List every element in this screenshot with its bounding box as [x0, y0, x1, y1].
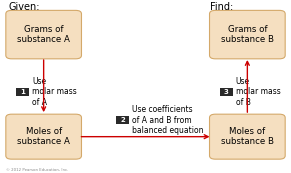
Text: 3: 3 — [224, 89, 229, 95]
FancyBboxPatch shape — [16, 88, 29, 96]
Text: Moles of
substance A: Moles of substance A — [17, 127, 70, 146]
Text: Use
molar mass
of B: Use molar mass of B — [236, 77, 281, 107]
FancyBboxPatch shape — [210, 114, 285, 159]
Text: Moles of
substance B: Moles of substance B — [221, 127, 274, 146]
FancyBboxPatch shape — [116, 116, 129, 124]
FancyBboxPatch shape — [210, 10, 285, 59]
Text: Use
molar mass
of A: Use molar mass of A — [32, 77, 77, 107]
Text: Grams of
substance B: Grams of substance B — [221, 25, 274, 44]
Text: 1: 1 — [20, 89, 25, 95]
Text: Use coefficients
of A and B from
balanced equation: Use coefficients of A and B from balance… — [132, 105, 204, 135]
Text: Given:: Given: — [9, 2, 40, 12]
Text: Find:: Find: — [210, 2, 233, 12]
Text: Grams of
substance A: Grams of substance A — [17, 25, 70, 44]
Text: © 2012 Pearson Education, Inc.: © 2012 Pearson Education, Inc. — [6, 168, 68, 172]
FancyBboxPatch shape — [220, 88, 233, 96]
FancyBboxPatch shape — [6, 10, 81, 59]
Text: 2: 2 — [120, 117, 125, 123]
FancyBboxPatch shape — [6, 114, 81, 159]
